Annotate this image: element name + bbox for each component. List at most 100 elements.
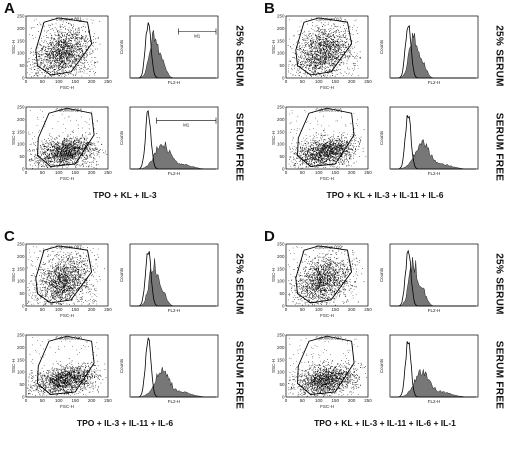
scatter-x-tick: 50 — [40, 79, 46, 84]
scatter-y-tick: 150 — [277, 266, 285, 271]
control-histogram — [391, 341, 476, 398]
scatter-frame — [285, 15, 369, 79]
scatter-y-tick: 0 — [22, 395, 25, 400]
scatter-x-tick: 150 — [71, 170, 79, 175]
histogram-plot: FL2-H Counts — [379, 15, 479, 85]
scatter-x-tick: 0 — [25, 307, 28, 312]
scatter-y-tick: 250 — [17, 242, 25, 247]
scatter-y-tick: 250 — [17, 333, 25, 338]
scatter-y-tick: 0 — [22, 76, 25, 81]
scatter-plot: Colonies.0070050501001001501502002002502… — [11, 242, 112, 319]
control-histogram — [131, 336, 216, 398]
scatter-y-tick: 50 — [19, 291, 25, 296]
scatter-y-tick: 50 — [19, 154, 25, 159]
gate-label: Colonies.016 — [316, 108, 343, 113]
scatter-x-tick: 250 — [104, 79, 112, 84]
scatter-plot-container: Colonies.019 0 0 50 50 100 100 150 150 200 200 250 2… — [270, 240, 374, 322]
histogram-plot-container: M1 FL2-H Counts — [118, 12, 222, 94]
gate-label: Colonies.007 — [56, 245, 83, 250]
histogram-plot-container: FL2-H Counts — [118, 331, 222, 413]
scatter-y-tick: 250 — [17, 14, 25, 19]
scatter-y-label: SSC-H — [271, 268, 276, 282]
treatment-label: TPO + IL-3 + IL-11 + IL-6 — [76, 418, 174, 428]
scatter-x-tick: 250 — [104, 170, 112, 175]
figure-panel: D Colonies.019 0 0 50 50 100 100 150 150 200 200 250… — [260, 228, 520, 455]
sample-histogram — [391, 32, 476, 79]
scatter-y-tick: 200 — [17, 117, 25, 122]
sample-histogram — [131, 258, 216, 307]
sample-histogram — [391, 368, 476, 398]
scatter-x-tick: 250 — [104, 398, 112, 403]
scatter-y-tick: 100 — [277, 142, 285, 147]
histogram-plot: M1 FL2-H Counts — [119, 15, 219, 85]
histogram-x-label: FL2-H — [168, 80, 181, 85]
scatter-x-tick: 50 — [40, 398, 46, 403]
scatter-x-label: FSC-H — [320, 176, 334, 181]
histogram-plot-container: FL2-H Counts — [118, 240, 222, 322]
marker-label: M1 — [183, 123, 190, 128]
histogram-plot: FL2-H Counts — [119, 334, 219, 404]
treatment-label: TPO + KL + IL-3 + IL-11 + IL-6 + IL-1 — [314, 418, 456, 428]
scatter-x-tick: 0 — [285, 170, 288, 175]
scatter-y-label: SSC-H — [11, 359, 16, 373]
scatter-dots — [27, 246, 105, 306]
condition-label: 25% SERUM — [492, 8, 506, 103]
histogram-y-label: Counts — [379, 358, 384, 373]
scatter-x-tick: 200 — [348, 79, 356, 84]
scatter-x-tick: 0 — [285, 398, 288, 403]
scatter-y-tick: 200 — [277, 26, 285, 31]
gate-polygon — [35, 245, 93, 304]
scatter-plot-container: Colonies.013 0 0 50 50 100 100 150 150 200 200 250 2… — [270, 12, 374, 94]
histogram-y-label: Counts — [379, 39, 384, 54]
panel-letter: D — [264, 228, 275, 245]
control-histogram — [391, 25, 476, 79]
scatter-dots — [27, 109, 108, 169]
histogram-y-label: Counts — [119, 39, 124, 54]
scatter-x-label: FSC-H — [320, 313, 334, 318]
marker-label: M1 — [194, 34, 201, 39]
scatter-x-tick: 50 — [300, 307, 306, 312]
scatter-plot: Colonies.0040050501001001501502002002502… — [11, 105, 112, 182]
condition-label: SERUM FREE — [492, 327, 506, 422]
scatter-x-label: FSC-H — [60, 313, 74, 318]
scatter-x-tick: 50 — [300, 398, 306, 403]
figure-panel: A Colonies.001 0 0 50 50 100 100 150 150 200 200 250… — [0, 0, 260, 227]
condition-text: 25% SERUM — [493, 24, 505, 87]
scatter-dots — [27, 18, 101, 78]
marker-gate — [178, 28, 217, 35]
scatter-y-tick: 100 — [17, 51, 25, 56]
scatter-x-tick: 250 — [364, 170, 372, 175]
scatter-y-tick: 250 — [277, 333, 285, 338]
scatter-x-tick: 200 — [348, 170, 356, 175]
treatment-label: TPO + KL + IL-3 — [93, 190, 157, 200]
scatter-y-tick: 50 — [279, 382, 285, 387]
condition-text: SERUM FREE — [493, 112, 505, 181]
condition-label: 25% SERUM — [492, 236, 506, 331]
control-histogram — [131, 109, 216, 170]
scatter-dots — [287, 18, 361, 78]
histogram-plot: FL2-H Counts — [119, 243, 219, 313]
scatter-x-tick: 100 — [315, 170, 323, 175]
scatter-x-tick: 50 — [40, 307, 46, 312]
scatter-x-tick: 250 — [364, 398, 372, 403]
scatter-y-label: SSC-H — [271, 359, 276, 373]
gate-label: Colonies.019 — [316, 245, 343, 250]
scatter-x-tick: 250 — [364, 307, 372, 312]
histogram-x-label: FL2-H — [428, 80, 441, 85]
scatter-plot: Colonies.0190050501001001501502002002502… — [271, 242, 372, 319]
scatter-dots — [288, 246, 365, 306]
histogram-x-label: FL2-H — [428, 308, 441, 313]
treatment-label: TPO + KL + IL-3 + IL-11 + IL-6 — [326, 190, 444, 200]
scatter-dots — [288, 338, 367, 397]
condition-label: SERUM FREE — [232, 99, 246, 194]
scatter-x-label: FSC-H — [60, 404, 74, 409]
scatter-x-tick: 100 — [55, 398, 63, 403]
histogram-x-label: FL2-H — [168, 171, 181, 176]
scatter-dots — [288, 110, 367, 169]
scatter-x-tick: 150 — [331, 170, 339, 175]
scatter-x-tick: 0 — [25, 398, 28, 403]
scatter-y-label: SSC-H — [271, 40, 276, 54]
panel-letter: B — [264, 0, 275, 17]
scatter-y-tick: 150 — [17, 357, 25, 362]
sample-histogram — [391, 257, 476, 307]
